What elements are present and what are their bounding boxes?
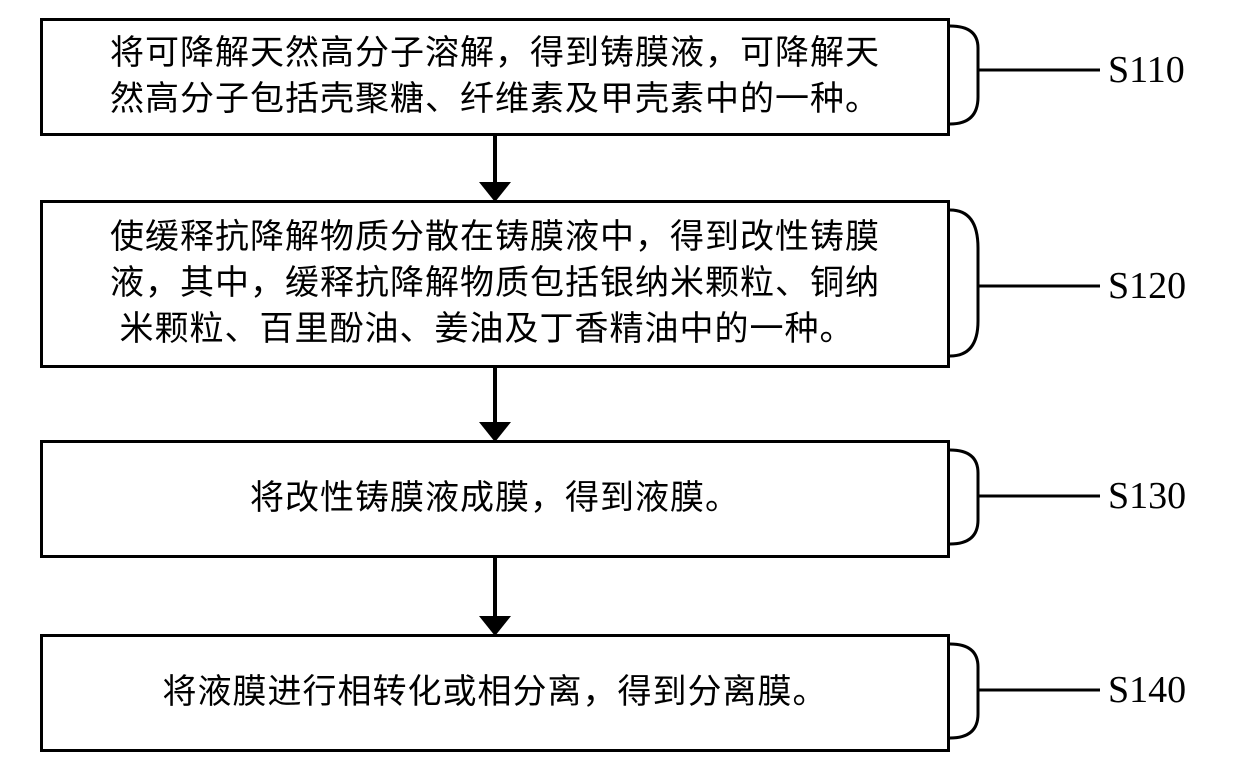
step-label-s110: S110: [1108, 48, 1185, 92]
step-label-s140: S140: [1108, 668, 1186, 712]
step-box-s130: 将改性铸膜液成膜，得到液膜。: [40, 440, 950, 558]
step-text-s130: 将改性铸膜液成膜，得到液膜。: [250, 476, 740, 522]
step-box-s140: 将液膜进行相转化或相分离，得到分离膜。: [40, 634, 950, 752]
flowchart-canvas: 将可降解天然高分子溶解，得到铸膜液，可降解天 然高分子包括壳聚糖、纤维素及甲壳素…: [0, 0, 1239, 783]
step-text-s140: 将液膜进行相转化或相分离，得到分离膜。: [163, 670, 828, 716]
step-box-s110: 将可降解天然高分子溶解，得到铸膜液，可降解天 然高分子包括壳聚糖、纤维素及甲壳素…: [40, 18, 950, 136]
step-text-s110: 将可降解天然高分子溶解，得到铸膜液，可降解天 然高分子包括壳聚糖、纤维素及甲壳素…: [110, 31, 880, 123]
step-label-s130: S130: [1108, 474, 1186, 518]
step-box-s120: 使缓释抗降解物质分散在铸膜液中，得到改性铸膜 液，其中，缓释抗降解物质包括银纳米…: [40, 200, 950, 368]
step-text-s120: 使缓释抗降解物质分散在铸膜液中，得到改性铸膜 液，其中，缓释抗降解物质包括银纳米…: [110, 215, 880, 353]
step-label-s120: S120: [1108, 264, 1186, 308]
